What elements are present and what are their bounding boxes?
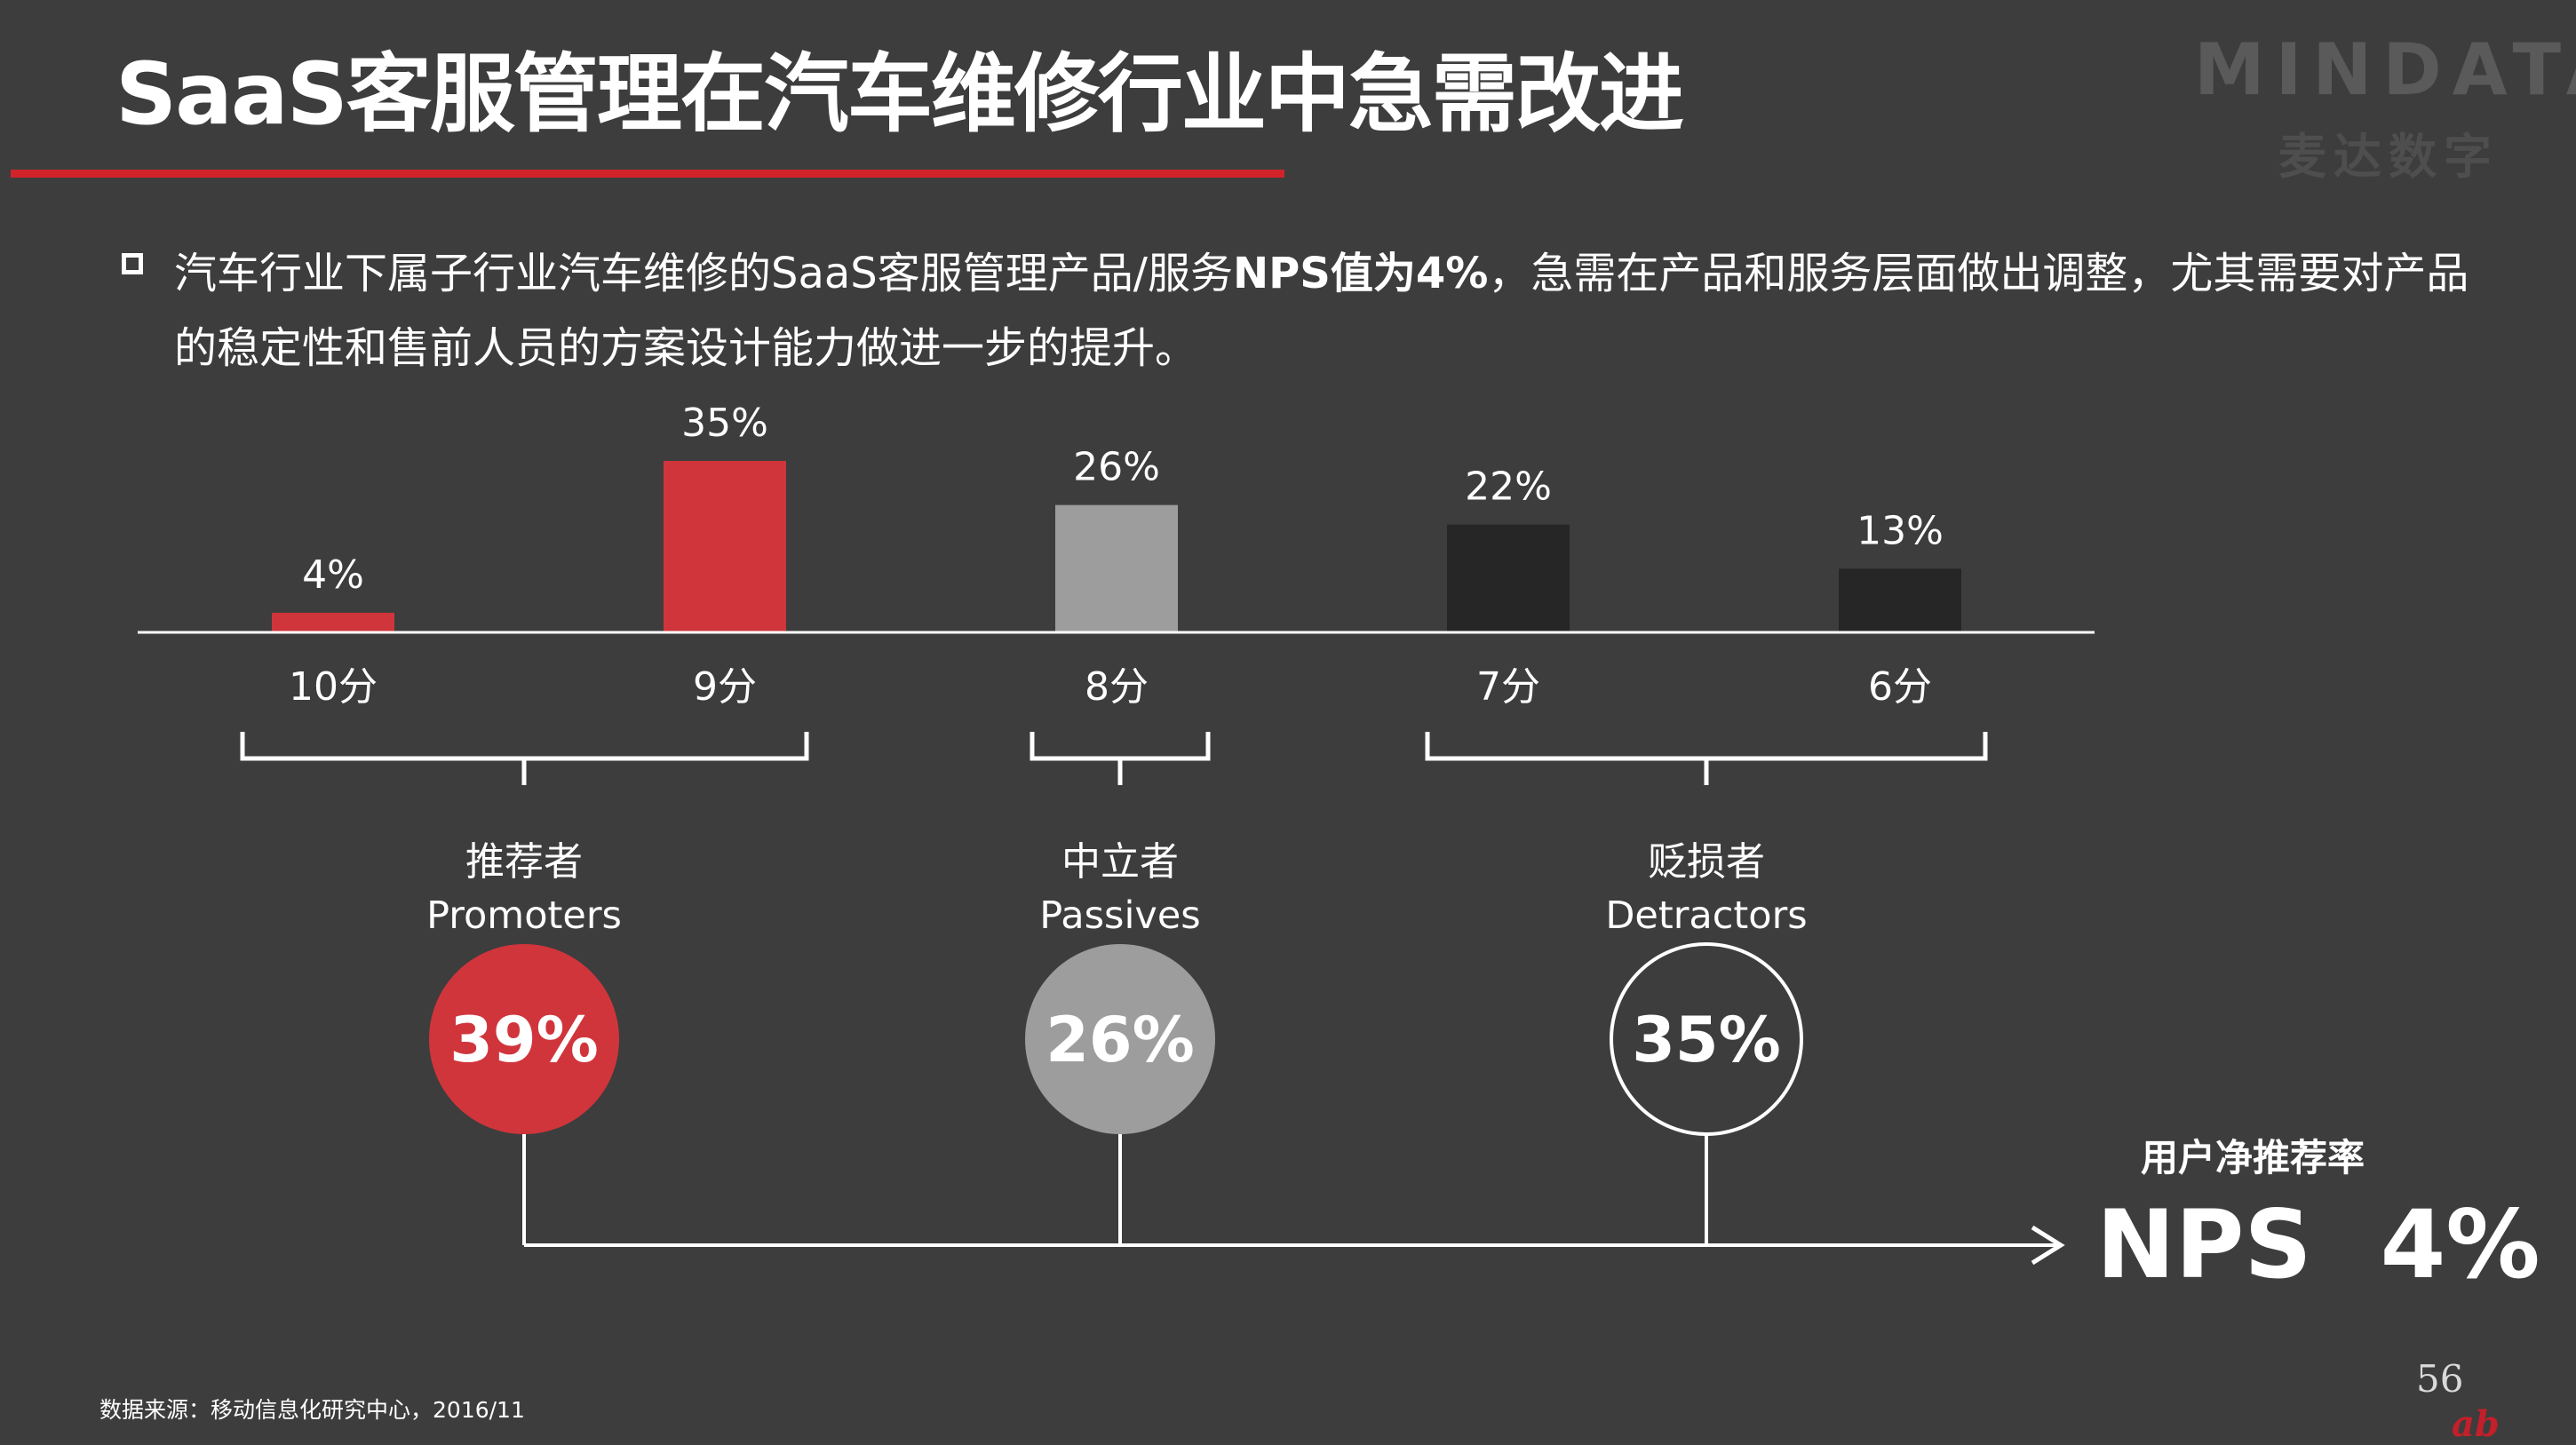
- logo-text: MINDATA: [2194, 28, 2576, 111]
- mindata-logo: MINDATA 麦达数字: [2194, 20, 2576, 188]
- summary-nps-highlight: NPS值为4%: [1232, 249, 1489, 298]
- nps-caption: 用户净推荐率: [2141, 1136, 2365, 1179]
- promoters-cn-label: 推荐者: [465, 839, 583, 885]
- logo-cn-text: 麦达数字: [2278, 129, 2499, 185]
- bar-value-label: 13%: [1856, 508, 1944, 553]
- bar-series: 4% 35% 26% 22% 13%: [272, 401, 1961, 632]
- x-tick-label: 10分: [289, 664, 378, 710]
- summary-part-1: 汽车行业下属子行业汽车维修的SaaS客服管理产品/服务: [174, 249, 1233, 298]
- passives-cn-label: 中立者: [1061, 839, 1179, 885]
- promoters-bracket: [240, 732, 809, 785]
- passives-en-label: Passives: [1039, 893, 1200, 938]
- promoters-value: 39%: [449, 1004, 599, 1076]
- bar-8分: [1055, 504, 1178, 632]
- promoters-circle: [429, 944, 619, 1134]
- corner-logo-mark: ab: [2452, 1403, 2500, 1445]
- passives-value: 26%: [1046, 1004, 1195, 1076]
- bullet-square-icon: [122, 253, 143, 274]
- x-tick-label: 8分: [1085, 664, 1149, 710]
- bar-value-label: 26%: [1073, 445, 1160, 490]
- passives-bracket: [1030, 732, 1211, 785]
- detractors-bracket: [1425, 732, 1988, 785]
- detractors-value: 35%: [1632, 1004, 1781, 1076]
- bar-value-label: 22%: [1465, 464, 1552, 510]
- bar-value-label: 35%: [681, 401, 768, 446]
- arrow-right-icon: [2031, 1225, 2065, 1266]
- flow-connector-lines: [522, 1134, 2059, 1247]
- bar-6分: [1839, 568, 1961, 632]
- bar-9分: [664, 461, 786, 632]
- page-number: 56: [2416, 1357, 2464, 1401]
- title-underline: [11, 170, 1284, 178]
- x-tick-label: 7分: [1476, 664, 1540, 710]
- bar-7分: [1447, 524, 1570, 632]
- bar-value-label: 4%: [302, 552, 364, 598]
- summary-text: 汽车行业下属子行业汽车维修的SaaS客服管理产品/服务NPS值为4%，急需在产品…: [174, 236, 2484, 385]
- detractors-cn-label: 贬损者: [1648, 839, 1765, 885]
- bar-10分: [272, 612, 394, 632]
- promoters-en-label: Promoters: [426, 893, 622, 938]
- x-tick-label: 6分: [1868, 664, 1932, 710]
- x-axis-labels: 10分 9分 8分 7分 6分: [289, 664, 1932, 710]
- passives-circle: [1025, 944, 1215, 1134]
- data-source: 数据来源：移动信息化研究中心，2016/11: [99, 1397, 525, 1423]
- summary-part-2: ，急需在产品和服务层面做出调整，尤其需要对产品的稳定性和售前人员的方案设计能力做…: [174, 249, 2469, 373]
- detractors-en-label: Detractors: [1605, 893, 1807, 938]
- slide-title: SaaS客服管理在汽车维修行业中急需改进: [115, 44, 1684, 144]
- x-tick-label: 9分: [693, 664, 757, 710]
- nps-value: NPS 4%: [2096, 1190, 2540, 1299]
